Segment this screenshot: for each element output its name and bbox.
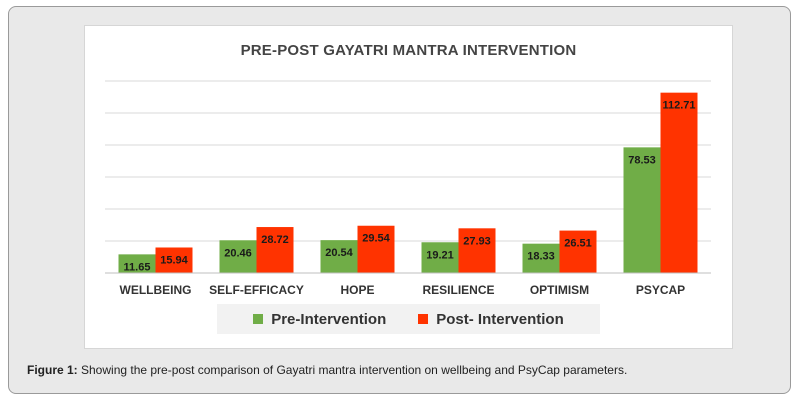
figure-caption: Figure 1: Showing the pre-post compariso… xyxy=(27,363,787,377)
bar-pre-resilience xyxy=(421,242,459,273)
caption-text: Showing the pre-post comparison of Gayat… xyxy=(77,363,628,377)
data-label-post-optimism: 26.51 xyxy=(564,238,592,250)
bar-post-resilience xyxy=(458,228,496,273)
bar-post-psycap xyxy=(660,92,698,273)
legend-label-post: Post- Intervention xyxy=(436,310,564,328)
bar-post-hope xyxy=(357,225,395,273)
chart-legend: Pre-Intervention Post- Intervention xyxy=(217,304,600,334)
category-label-self-efficacy: SELF-EFFICACY xyxy=(209,283,304,297)
legend-item-post: Post- Intervention xyxy=(418,311,564,328)
category-label-optimism: OPTIMISM xyxy=(530,283,589,297)
legend-swatch-post xyxy=(418,314,429,324)
category-label-hope: HOPE xyxy=(340,283,374,297)
data-label-post-wellbeing: 15.94 xyxy=(160,254,188,266)
figure-frame: 11.65 15.94 WELLBEING 20.46 28.72 SELF-EFFICA… xyxy=(8,6,791,394)
category-label-psycap: PSYCAP xyxy=(636,283,685,297)
bar-post-optimism xyxy=(559,230,597,273)
legend-label-pre: Pre-Intervention xyxy=(271,310,387,328)
data-label-pre-optimism: 18.33 xyxy=(527,251,555,263)
legend-swatch-pre xyxy=(253,314,264,324)
bar-pre-hope xyxy=(320,240,358,273)
bar-post-wellbeing xyxy=(155,247,193,273)
category-label-resilience: RESILIENCE xyxy=(422,283,494,297)
data-label-post-resilience: 27.93 xyxy=(463,235,491,247)
bar-pre-wellbeing xyxy=(118,254,156,273)
chart-title: PRE-POST GAYATRI MANTRA INTERVENTION xyxy=(240,42,577,59)
caption-label: Figure 1: xyxy=(27,363,78,377)
data-label-post-psycap: 112.71 xyxy=(662,100,695,112)
bar-post-self-efficacy xyxy=(256,227,294,273)
data-label-pre-resilience: 19.21 xyxy=(426,249,454,261)
chart-area: 11.65 15.94 WELLBEING 20.46 28.72 SELF-EFFICA… xyxy=(84,25,733,349)
legend-item-pre: Pre-Intervention xyxy=(253,311,386,328)
data-label-post-self-efficacy: 28.72 xyxy=(261,234,289,246)
bar-pre-optimism xyxy=(522,243,560,273)
bar-pre-psycap xyxy=(623,147,661,273)
data-label-pre-self-efficacy: 20.46 xyxy=(224,247,252,259)
data-label-pre-wellbeing: 11.65 xyxy=(124,261,151,273)
data-label-pre-hope: 20.54 xyxy=(325,247,353,259)
category-label-wellbeing: WELLBEING xyxy=(120,283,192,297)
data-label-post-hope: 29.54 xyxy=(362,233,390,245)
data-label-pre-psycap: 78.53 xyxy=(628,154,656,166)
bar-pre-self-efficacy xyxy=(219,240,257,273)
bar-chart: 11.65 15.94 WELLBEING 20.46 28.72 SELF-EFFICA… xyxy=(105,80,711,297)
